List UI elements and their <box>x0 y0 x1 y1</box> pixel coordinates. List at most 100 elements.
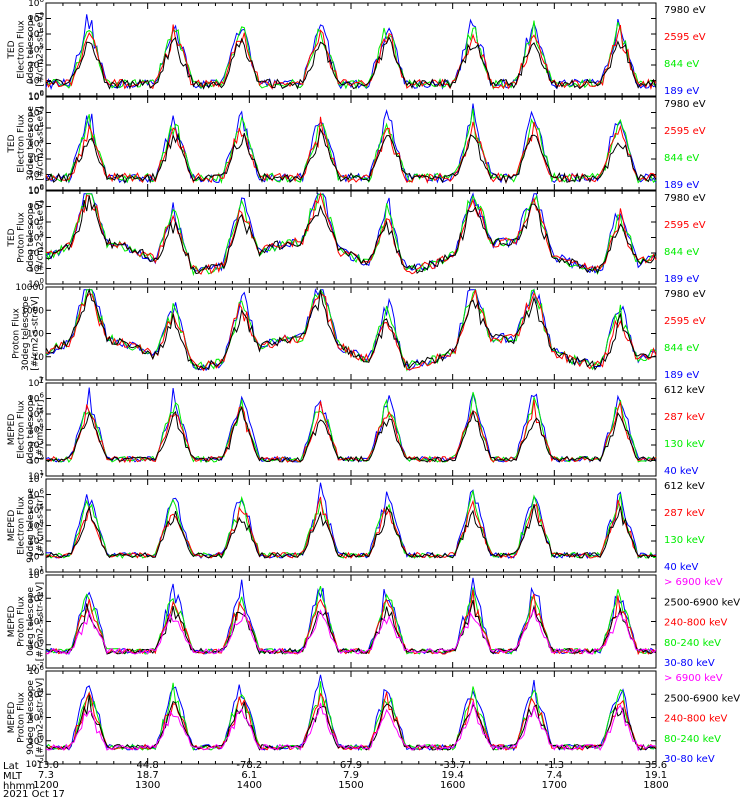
y-tick-label: 100 <box>27 330 44 340</box>
trace-red <box>45 496 657 559</box>
legend-entry: 130 keV <box>664 535 705 546</box>
panel-1: 100 101 102 103 104 105 106 TED Electron Flux 0de… <box>7 0 706 102</box>
y-tick-label: 102 <box>28 615 44 628</box>
y-axis-title-line: TED <box>7 40 17 59</box>
trace-black <box>45 288 657 371</box>
y-axis-title-line: MEPED <box>7 414 17 446</box>
y-axis-title-line: [#/cm2-s-str] <box>36 495 46 555</box>
trace-magenta <box>45 607 657 655</box>
legend-entry: 189 eV <box>664 180 699 191</box>
trace-blue <box>45 482 657 560</box>
y-axis-title-line: [#/cm2-s-str-eV] <box>36 12 46 87</box>
y-tick-label: 102 <box>28 550 44 563</box>
panel-5: 101 102 103 104 105 106 107 MEPED Electron Flux 0… <box>7 376 705 482</box>
flux-traces <box>45 577 657 656</box>
panel-3: 100 101 102 103 104 105 106 TED Proton Flux 0deg … <box>7 184 706 290</box>
y-tick-label: 102 <box>28 711 44 724</box>
footer-mlt-value: 7.4 <box>546 770 562 781</box>
footer-hhmm-value: 1200 <box>33 780 58 791</box>
y-tick-label: 100 <box>28 277 44 290</box>
flux-traces <box>45 674 657 752</box>
trace-green <box>45 20 657 91</box>
trace-green <box>45 108 657 184</box>
y-axis-title-line: [#/cm2-s-str-eV] <box>36 200 46 275</box>
y-axis-title-line: Electron Flux <box>17 400 27 459</box>
footer-mlt-value: 18.7 <box>137 770 159 781</box>
legend-entry: 189 eV <box>664 86 699 97</box>
y-tick-label: 103 <box>28 231 44 244</box>
y-axis-title-line: Electron Flux <box>17 20 27 79</box>
y-tick-label: 106 <box>28 90 44 103</box>
y-tick-label: 104 <box>28 591 44 604</box>
y-tick-label: 100 <box>28 183 44 196</box>
legend-entry: 2500-6900 keV <box>664 597 740 608</box>
y-tick-label: 100 <box>28 734 44 747</box>
y-tick-label: 107 <box>28 376 44 389</box>
legend-entry: > 6900 keV <box>664 673 723 684</box>
y-tick-label: 1 <box>38 376 44 386</box>
y-tick-label: 10 <box>33 353 45 363</box>
y-tick-label: 101 <box>28 469 44 482</box>
y-tick-label: 103 <box>28 438 44 451</box>
legend-entry: 287 keV <box>664 412 705 423</box>
trace-magenta <box>45 701 657 752</box>
y-tick-label: 10-2 <box>26 757 44 770</box>
legend-entry: 2595 eV <box>664 126 706 137</box>
trace-blue <box>45 577 657 655</box>
trace-green <box>45 288 657 372</box>
legend-entry: 844 eV <box>664 247 699 258</box>
y-axis-title-line: TED <box>7 228 17 247</box>
y-tick-label: 10000 <box>15 283 44 293</box>
legend-entry: 844 eV <box>664 59 699 70</box>
y-axis-title-line: Proton Flux <box>17 212 27 263</box>
footer-lat-value: 67.9 <box>340 760 362 771</box>
footer-label-mlt: MLT <box>3 771 22 782</box>
trace-blue <box>45 674 657 752</box>
y-axis-title-line: 0deg telescope <box>26 203 36 273</box>
y-axis-title-line: MEPED <box>7 606 17 638</box>
y-tick-label: 106 <box>28 488 44 501</box>
panel-frame <box>45 574 657 669</box>
footer-date: 2021 Oct 17 <box>3 789 65 800</box>
footer-lat-value: 35.6 <box>645 760 667 771</box>
legend-entry: 2500-6900 keV <box>664 693 740 704</box>
trace-red <box>45 691 657 751</box>
legend-entry: 40 keV <box>664 562 698 573</box>
y-tick-label: 102 <box>28 454 44 467</box>
y-tick-label: 106 <box>28 392 44 405</box>
legend-entry: 844 eV <box>664 153 699 164</box>
trace-green <box>45 392 657 464</box>
y-tick-label: 100 <box>28 638 44 651</box>
y-axis-title-line: 0deg telescope <box>26 587 36 657</box>
y-tick-label: 104 <box>28 215 44 228</box>
trace-blue <box>45 14 657 91</box>
y-tick-label: 104 <box>28 27 44 40</box>
legend-entry: 7980 eV <box>664 193 706 204</box>
trace-red <box>45 24 657 91</box>
footer-hhmm-value: 1600 <box>440 780 465 791</box>
y-tick-label: 103 <box>28 137 44 150</box>
panel-frame <box>45 190 657 285</box>
panel-2: 100 101 102 103 104 105 106 TED Electron Flux 30d… <box>7 90 706 196</box>
legend-entry: 80-240 keV <box>664 734 721 745</box>
y-tick-label: 100 <box>28 89 44 102</box>
y-tick-label: 106 <box>28 664 44 677</box>
legend-entry: 80-240 keV <box>664 638 721 649</box>
y-tick-label: 106 <box>28 0 44 9</box>
y-tick-label: 102 <box>28 152 44 165</box>
flux-traces <box>45 103 657 185</box>
y-tick-label: 103 <box>28 534 44 547</box>
trace-black <box>45 127 657 184</box>
panel-frame <box>45 96 657 191</box>
footer-mlt-value: 6.1 <box>241 770 257 781</box>
y-axis-title-line: Electron Flux <box>17 496 27 555</box>
y-tick-label: 104 <box>28 423 44 436</box>
y-axis-title-line: Proton Flux <box>17 596 27 647</box>
y-tick-label: 101 <box>28 262 44 275</box>
legend-entry: 189 eV <box>664 274 699 285</box>
y-axis-title-line: 30deg telescope <box>21 296 31 371</box>
footer-lat-value: -13.0 <box>33 760 59 771</box>
y-axis-title-line: 0deg telescope <box>26 395 36 465</box>
y-tick-label: 107 <box>28 472 44 485</box>
